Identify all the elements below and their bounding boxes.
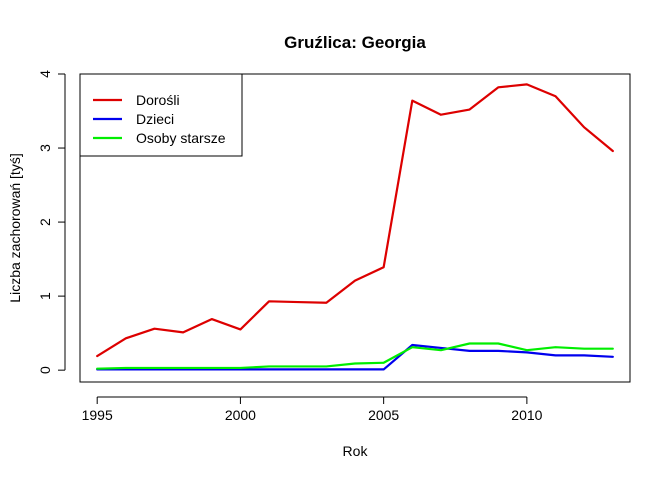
- y-tick-label: 2: [37, 218, 53, 226]
- y-tick-label: 4: [37, 70, 53, 78]
- x-tick-label: 2005: [368, 407, 399, 423]
- legend-label: Dzieci: [136, 111, 174, 127]
- y-tick-label: 3: [37, 144, 53, 152]
- x-axis-label: Rok: [343, 443, 369, 459]
- legend-label: Dorośli: [136, 92, 180, 108]
- series-line-osoby-starsze: [96, 342, 614, 370]
- x-tick-label: 2010: [511, 407, 542, 423]
- series-line-dorośli: [96, 83, 614, 358]
- chart-title: Gruźlica: Georgia: [284, 33, 426, 52]
- y-axis-label: Liczba zachorowań [tyś]: [7, 153, 23, 302]
- y-tick-label: 1: [37, 292, 53, 300]
- legend: Dorośli Dzieci Osoby starsze: [79, 73, 243, 157]
- series-line-dzieci: [96, 343, 614, 371]
- y-axis: 0 1 2 3 4: [37, 70, 66, 374]
- x-axis: 1995 2000 2005 2010: [82, 396, 543, 423]
- legend-box: [79, 73, 243, 157]
- y-tick-label: 0: [37, 366, 53, 374]
- series-lines: [96, 83, 614, 371]
- plot-area: [79, 73, 631, 383]
- x-tick-label: 1995: [82, 407, 113, 423]
- legend-label: Osoby starsze: [136, 130, 226, 146]
- x-tick-label: 2000: [225, 407, 256, 423]
